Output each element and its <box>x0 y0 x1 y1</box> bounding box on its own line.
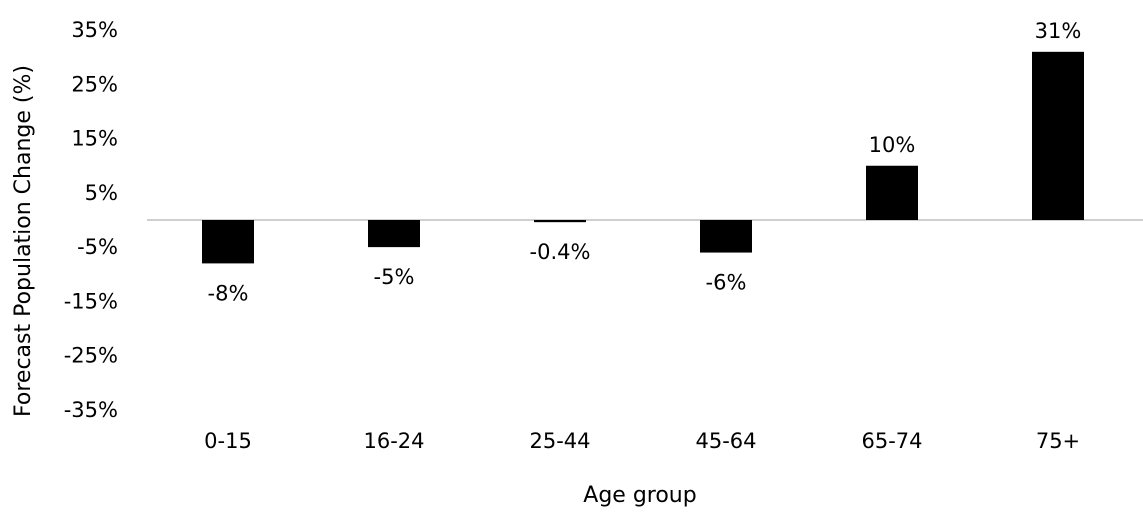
y-tick-label: 25% <box>71 72 118 96</box>
bar-65-74 <box>866 165 918 220</box>
x-tick-label: 45-64 <box>695 429 756 453</box>
y-axis-title: Forecast Population Change (%) <box>11 65 36 417</box>
x-axis-ticks: 0-15 16-24 25-44 45-64 65-74 75+ <box>204 429 1080 453</box>
y-tick-label: 5% <box>85 181 118 205</box>
y-tick-label: -15% <box>64 289 118 313</box>
data-label: -5% <box>374 265 415 289</box>
data-labels: -8% -5% -0.4% -6% 10% 31% <box>208 19 1082 306</box>
data-label: -8% <box>208 281 249 305</box>
x-tick-label: 16-24 <box>363 429 424 453</box>
bar-45-64 <box>700 220 752 253</box>
bar-16-24 <box>368 220 420 248</box>
bar-75+ <box>1032 51 1084 221</box>
x-tick-label: 0-15 <box>204 429 252 453</box>
bars <box>202 51 1084 264</box>
y-tick-label: 15% <box>71 127 118 151</box>
y-tick-label: -35% <box>64 398 118 422</box>
x-axis-title: Age group <box>583 483 696 508</box>
x-tick-label: 65-74 <box>861 429 922 453</box>
y-axis-ticks: 35% 25% 15% 5% -5% -15% -25% -35% <box>64 18 118 422</box>
data-label: -0.4% <box>530 240 591 264</box>
data-label: -6% <box>706 271 747 295</box>
bar-25-44 <box>534 220 586 223</box>
x-tick-label: 25-44 <box>529 429 590 453</box>
y-tick-label: -25% <box>64 344 118 368</box>
data-label: 10% <box>869 133 916 157</box>
data-label: 31% <box>1035 19 1082 43</box>
bar-0-15 <box>202 220 254 264</box>
y-tick-label: 35% <box>71 18 118 42</box>
x-tick-label: 75+ <box>1036 429 1080 453</box>
y-tick-label: -5% <box>77 235 118 259</box>
